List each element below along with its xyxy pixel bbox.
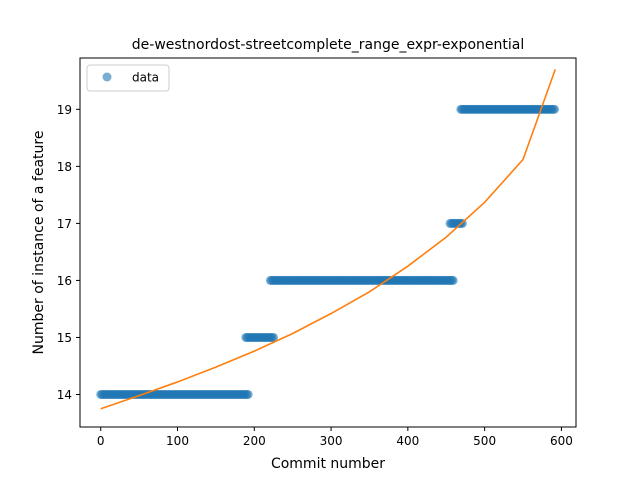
x-tick-label: 600 xyxy=(550,434,573,448)
y-axis-label: Number of instance of a feature xyxy=(31,131,47,355)
legend-marker-data xyxy=(103,73,112,82)
x-tick-label: 400 xyxy=(396,434,419,448)
x-axis-label: Commit number xyxy=(271,456,385,472)
data-point xyxy=(449,276,458,285)
x-tick-label: 0 xyxy=(97,434,105,448)
legend: data xyxy=(87,65,169,91)
x-tick-label: 300 xyxy=(320,434,343,448)
y-tick-label: 18 xyxy=(57,160,72,174)
data-point xyxy=(550,105,559,114)
x-tick-label: 100 xyxy=(166,434,189,448)
legend-label-data: data xyxy=(132,71,159,85)
data-point xyxy=(244,390,253,399)
y-tick-label: 19 xyxy=(57,103,72,117)
chart-title: de-westnordost-streetcomplete_range_expr… xyxy=(132,37,524,53)
y-tick-label: 15 xyxy=(57,331,72,345)
x-tick-label: 500 xyxy=(473,434,496,448)
y-tick-label: 16 xyxy=(57,274,72,288)
y-tick-label: 14 xyxy=(57,388,72,402)
x-tick-label: 200 xyxy=(243,434,266,448)
y-tick-label: 17 xyxy=(57,217,72,231)
